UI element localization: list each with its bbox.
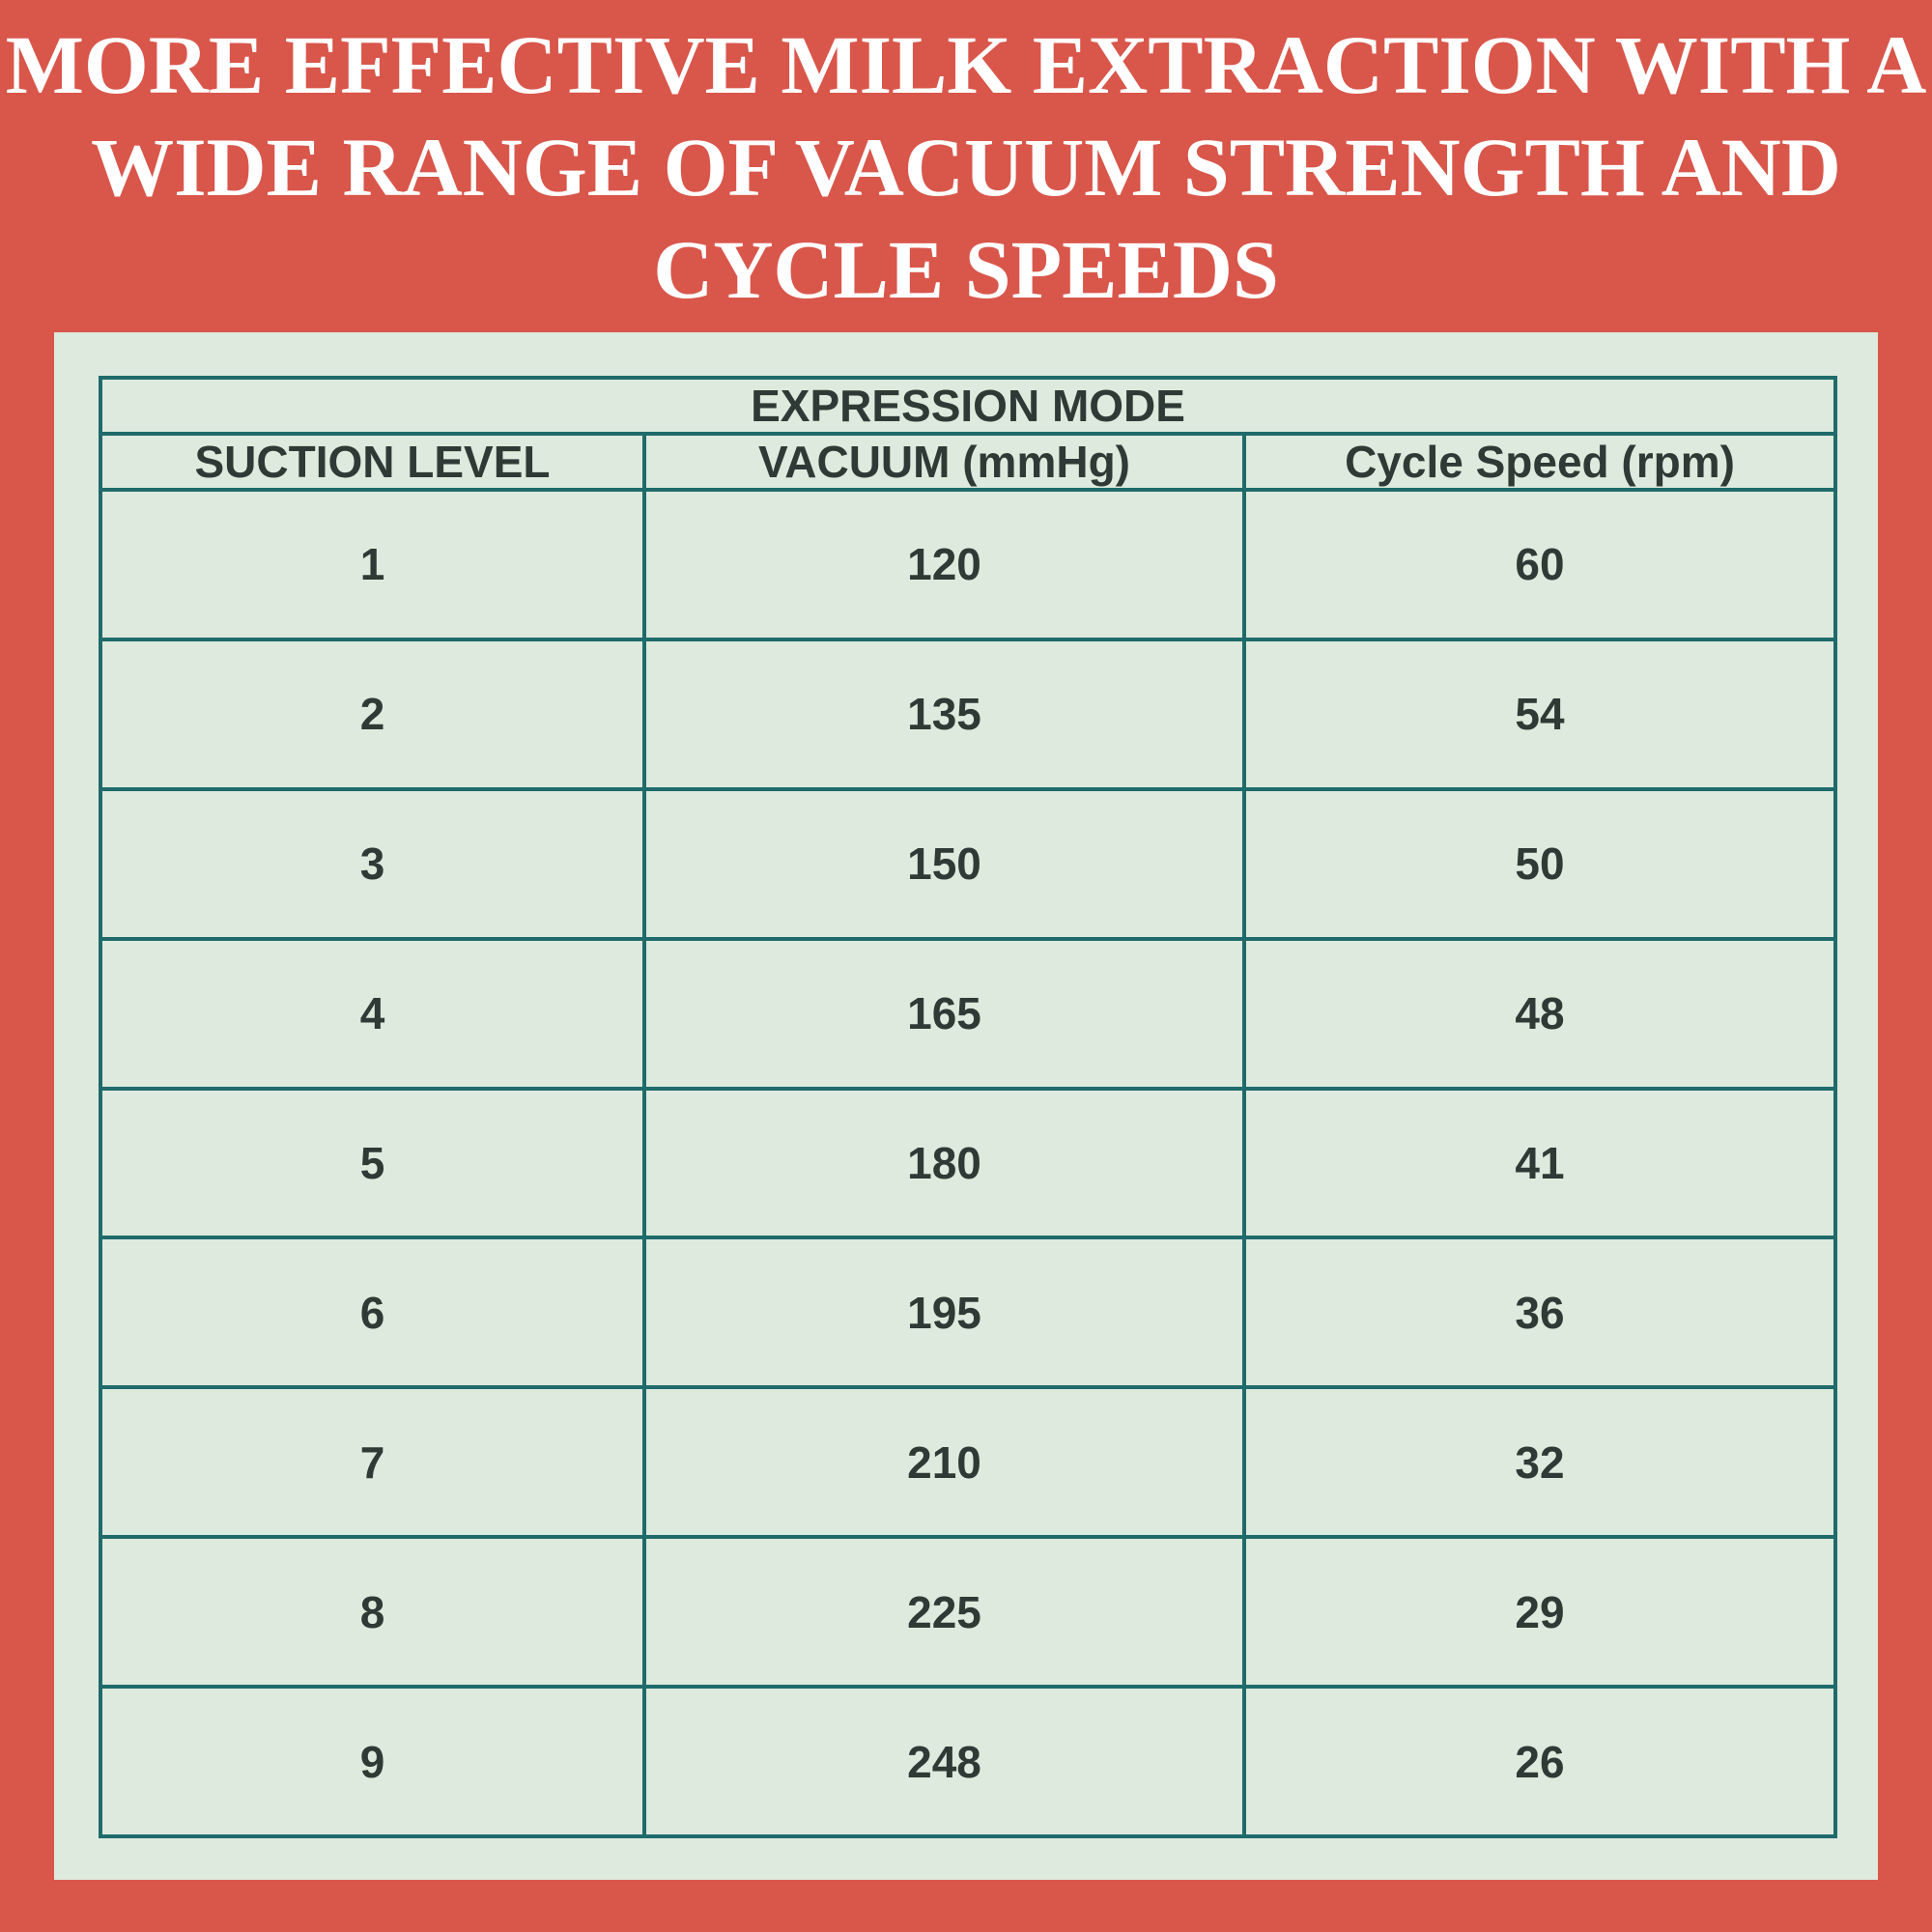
table-row: 3 150 50	[99, 786, 1838, 941]
table-row: 5 180 41	[99, 1086, 1838, 1240]
table-cell: 48	[1241, 936, 1838, 1091]
table-cell: 180	[642, 1086, 1246, 1240]
table-cell: 2	[99, 637, 646, 791]
table-cell: 135	[642, 637, 1246, 791]
table-cell: 210	[642, 1385, 1246, 1540]
table: EXPRESSION MODE SUCTION LEVEL VACUUM (mmH…	[98, 376, 1838, 1838]
table-cell: 150	[642, 786, 1246, 941]
table-cell: 32	[1241, 1385, 1838, 1540]
table-cell: 248	[642, 1685, 1246, 1838]
table-cell: 8	[99, 1535, 646, 1689]
header-row: SUCTION LEVEL VACUUM (mmHg) Cycle Speed (r…	[99, 432, 1838, 492]
table-cell: 60	[1241, 488, 1838, 641]
table-row: 8 225 29	[99, 1535, 1838, 1689]
table-title: EXPRESSION MODE	[98, 376, 1838, 436]
table-row: 1 120 60	[99, 488, 1838, 641]
table-row: 7 210 32	[99, 1385, 1838, 1540]
column-header: VACUUM (mmHg)	[642, 432, 1246, 492]
table-cell: 3	[99, 786, 646, 941]
table-cell: 1	[99, 488, 646, 641]
table-cell: 29	[1241, 1535, 1838, 1689]
table-panel: EXPRESSION MODE SUCTION LEVEL VACUUM (mmH…	[54, 332, 1878, 1880]
table-cell: 7	[99, 1385, 646, 1540]
table-body: 1 120 60 2 135 54 3 150 50 4 165 48 5 180 41 6 195 36 7 210…	[99, 488, 1838, 1838]
table-cell: 26	[1241, 1685, 1838, 1838]
title: MORE EFFECTIVE MILK EXTRACTION WITH A WI…	[5, 18, 1927, 316]
table-cell: 165	[642, 936, 1246, 1091]
table-cell: 120	[642, 488, 1246, 641]
table-row: 2 135 54	[99, 637, 1838, 791]
table-cell: 9	[99, 1685, 646, 1838]
table-title-row: EXPRESSION MODE	[98, 376, 1838, 436]
table-cell: 225	[642, 1535, 1246, 1689]
table-row: 9 248 26	[99, 1685, 1838, 1838]
table-cell: 195	[642, 1236, 1246, 1390]
table-cell: 36	[1241, 1236, 1838, 1390]
table-row: 6 195 36	[99, 1236, 1838, 1390]
table-row: 4 165 48	[99, 936, 1838, 1091]
table-cell: 50	[1241, 786, 1838, 941]
column-header: SUCTION LEVEL	[99, 432, 646, 492]
table-cell: 54	[1241, 637, 1838, 791]
table-cell: 4	[99, 936, 646, 1091]
table-cell: 6	[99, 1236, 646, 1390]
column-header: Cycle Speed (rpm)	[1241, 432, 1838, 492]
table-cell: 5	[99, 1086, 646, 1240]
table-cell: 41	[1241, 1086, 1838, 1240]
